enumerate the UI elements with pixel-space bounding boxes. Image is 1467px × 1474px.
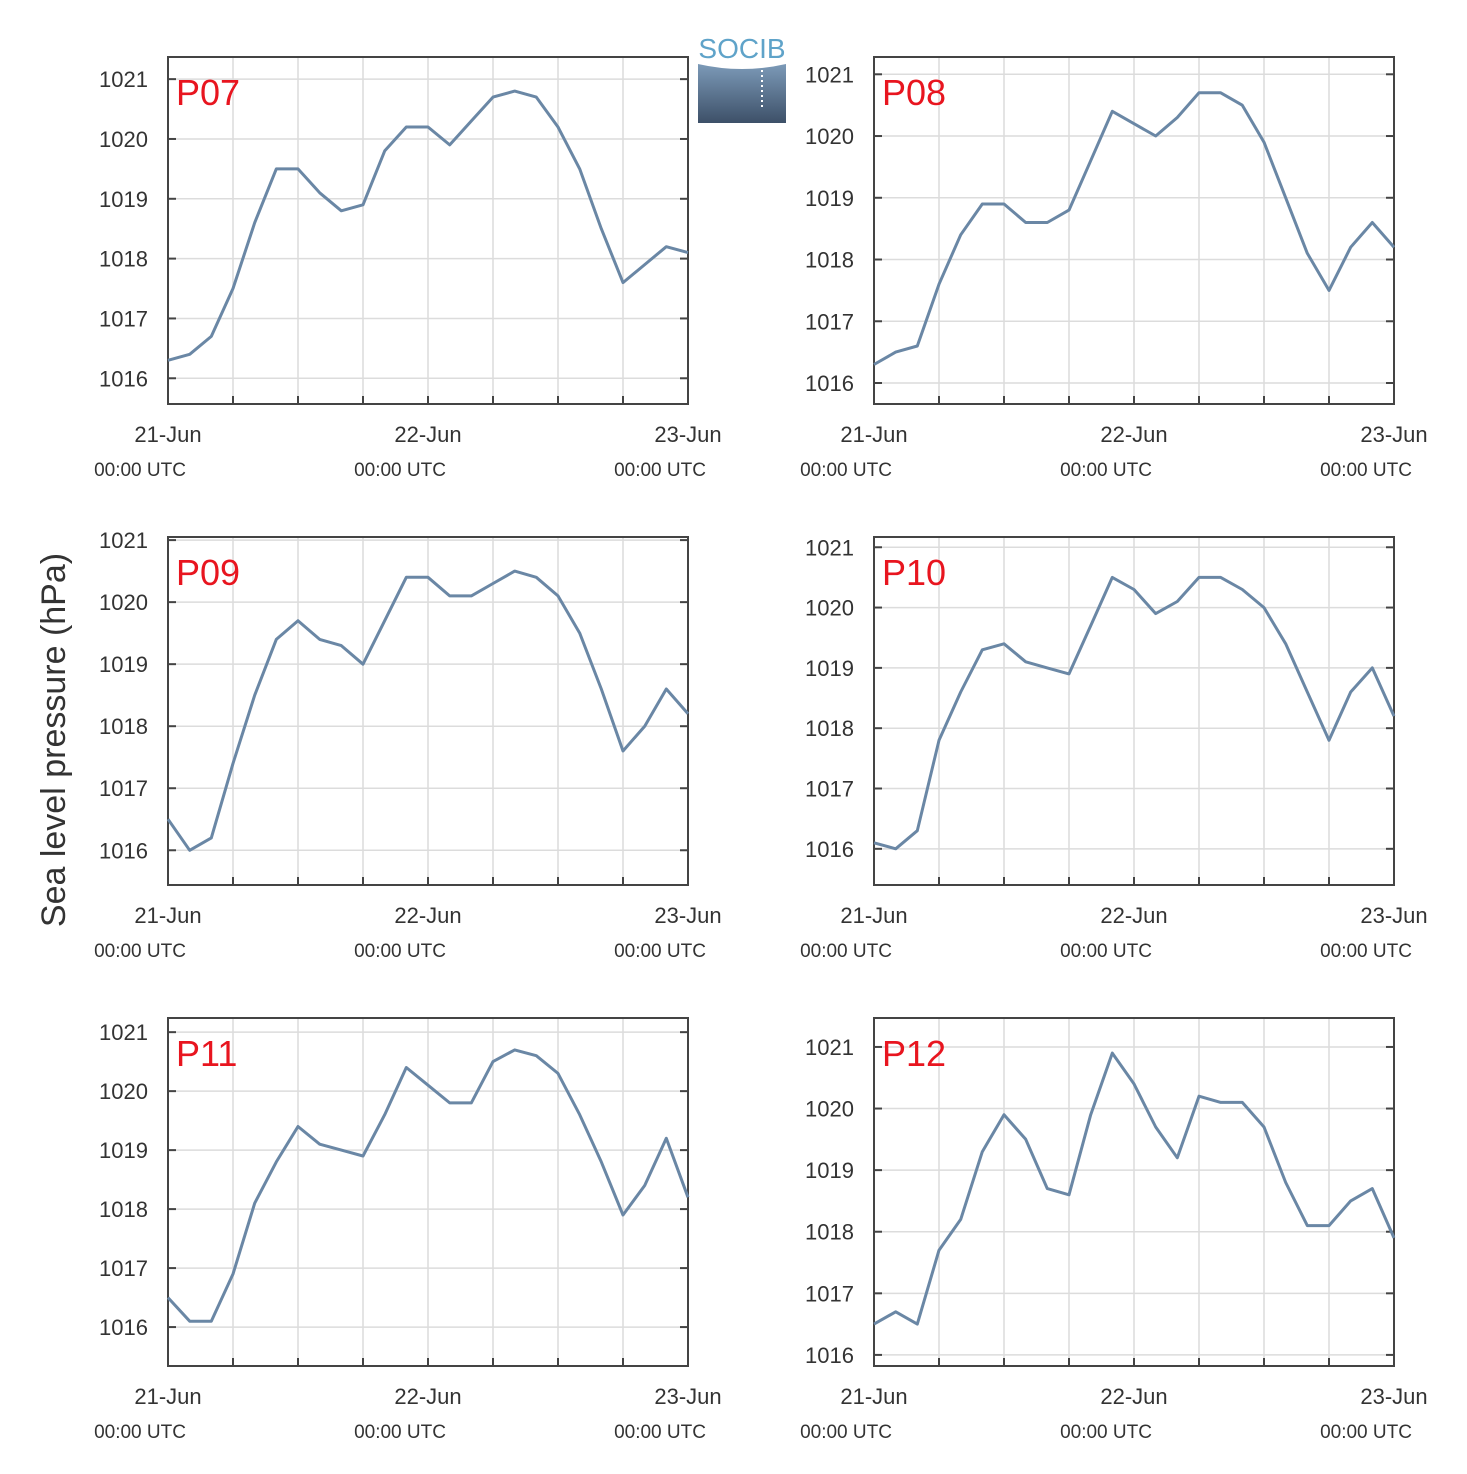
y-tick-label: 1019: [805, 656, 854, 681]
y-tick-label: 1018: [805, 1220, 854, 1245]
x-tick-label: 22-Jun 00:00 UTC: [1060, 1384, 1168, 1443]
y-tick-label: 1017: [99, 1256, 148, 1281]
y-tick-label: 1020: [99, 590, 148, 615]
y-tick-label: 1020: [99, 1079, 148, 1104]
x-tick-label: 21-Jun 00:00 UTC: [800, 422, 908, 481]
y-tick-label: 1017: [805, 777, 854, 802]
data-line: [873, 91, 1396, 366]
panel-title: P07: [176, 72, 240, 113]
plot-frame: [873, 1017, 1395, 1367]
y-tick-label: 1020: [805, 124, 854, 149]
x-tick-label: 23-Jun 00:00 UTC: [1320, 422, 1428, 481]
y-tick-label: 1018: [99, 714, 148, 739]
panel-title: P10: [882, 552, 946, 593]
y-tick-label: 1016: [99, 838, 148, 863]
panel-title: P12: [882, 1033, 946, 1074]
x-tick-label: 23-Jun 00:00 UTC: [1320, 1384, 1428, 1443]
panel-title: P11: [176, 1033, 237, 1074]
y-tick-label: 1018: [805, 716, 854, 741]
y-tick-label: 1021: [99, 67, 148, 92]
x-tick-label: 21-Jun 00:00 UTC: [800, 1384, 908, 1443]
y-tick-label: 1017: [99, 776, 148, 801]
y-tick-label: 1021: [99, 528, 148, 553]
plot-frame: [167, 56, 689, 405]
y-tick-label: 1020: [805, 1097, 854, 1122]
y-tick-label: 1017: [805, 1281, 854, 1306]
panel: 1016 1017 1018 1019 1020 1021 21-Jun 00:00 UTC 2…: [800, 56, 1428, 481]
logo-text: SOCIB: [698, 33, 785, 64]
data-line: [167, 89, 689, 362]
y-tick-label: 1021: [805, 535, 854, 560]
x-tick-label: 21-Jun 00:00 UTC: [94, 422, 202, 481]
y-tick-label: 1018: [99, 1197, 148, 1222]
panel: 1016 1017 1018 1019 1020 1021 21-Jun 00:00 UTC 2…: [800, 1017, 1428, 1443]
panel: 1016 1017 1018 1019 1020 1021 21-Jun 00:00 UTC 2…: [94, 56, 722, 481]
y-tick-label: 1019: [99, 187, 148, 212]
logo: SOCIB: [698, 33, 786, 123]
y-tick-label: 1017: [805, 309, 854, 334]
y-tick-label: 1016: [99, 366, 148, 391]
x-tick-label: 22-Jun 00:00 UTC: [354, 422, 462, 481]
logo-shape: [698, 64, 786, 123]
y-tick-label: 1016: [805, 1343, 854, 1368]
y-tick-label: 1020: [99, 127, 148, 152]
plot-frame: [873, 536, 1395, 886]
y-tick-label: 1018: [99, 247, 148, 272]
x-tick-label: 22-Jun 00:00 UTC: [1060, 903, 1168, 962]
y-tick-label: 1019: [805, 1158, 854, 1183]
x-tick-label: 21-Jun 00:00 UTC: [800, 903, 908, 962]
plot-frame: [873, 56, 1395, 405]
x-tick-label: 22-Jun 00:00 UTC: [1060, 422, 1168, 481]
panel-title: P09: [176, 552, 240, 593]
y-tick-label: 1021: [805, 1035, 854, 1060]
plot-frame: [167, 1017, 689, 1367]
y-tick-label: 1021: [99, 1020, 148, 1045]
panel: 1016 1017 1018 1019 1020 1021 21-Jun 00:00 UTC 2…: [94, 1017, 722, 1443]
y-tick-label: 1018: [805, 248, 854, 273]
y-tick-label: 1017: [99, 306, 148, 331]
y-tick-label: 1019: [99, 1138, 148, 1163]
y-tick-label: 1021: [805, 62, 854, 87]
y-tick-label: 1016: [805, 837, 854, 862]
data-line: [873, 575, 1396, 851]
x-tick-label: 23-Jun 00:00 UTC: [614, 1384, 722, 1443]
x-tick-label: 22-Jun 00:00 UTC: [354, 903, 462, 962]
panel: 1016 1017 1018 1019 1020 1021 21-Jun 00:00 UTC 2…: [94, 528, 722, 962]
y-tick-label: 1019: [805, 186, 854, 211]
plot-frame: [167, 536, 689, 886]
y-tick-label: 1016: [805, 371, 854, 396]
data-line: [166, 569, 690, 852]
panel-title: P08: [882, 72, 946, 113]
x-tick-label: 23-Jun 00:00 UTC: [1320, 903, 1428, 962]
x-tick-label: 22-Jun 00:00 UTC: [354, 1384, 462, 1443]
x-tick-label: 21-Jun 00:00 UTC: [94, 1384, 202, 1443]
data-line: [166, 1048, 690, 1323]
y-axis-label: Sea level pressure (hPa): [35, 553, 73, 927]
y-tick-label: 1016: [99, 1315, 148, 1340]
panel: 1016 1017 1018 1019 1020 1021 21-Jun 00:00 UTC 2…: [800, 535, 1428, 962]
y-tick-label: 1019: [99, 652, 148, 677]
data-line: [873, 1051, 1396, 1326]
y-tick-label: 1020: [805, 596, 854, 621]
x-tick-label: 21-Jun 00:00 UTC: [94, 903, 202, 962]
x-tick-label: 23-Jun 00:00 UTC: [614, 903, 722, 962]
x-tick-label: 23-Jun 00:00 UTC: [614, 422, 722, 481]
